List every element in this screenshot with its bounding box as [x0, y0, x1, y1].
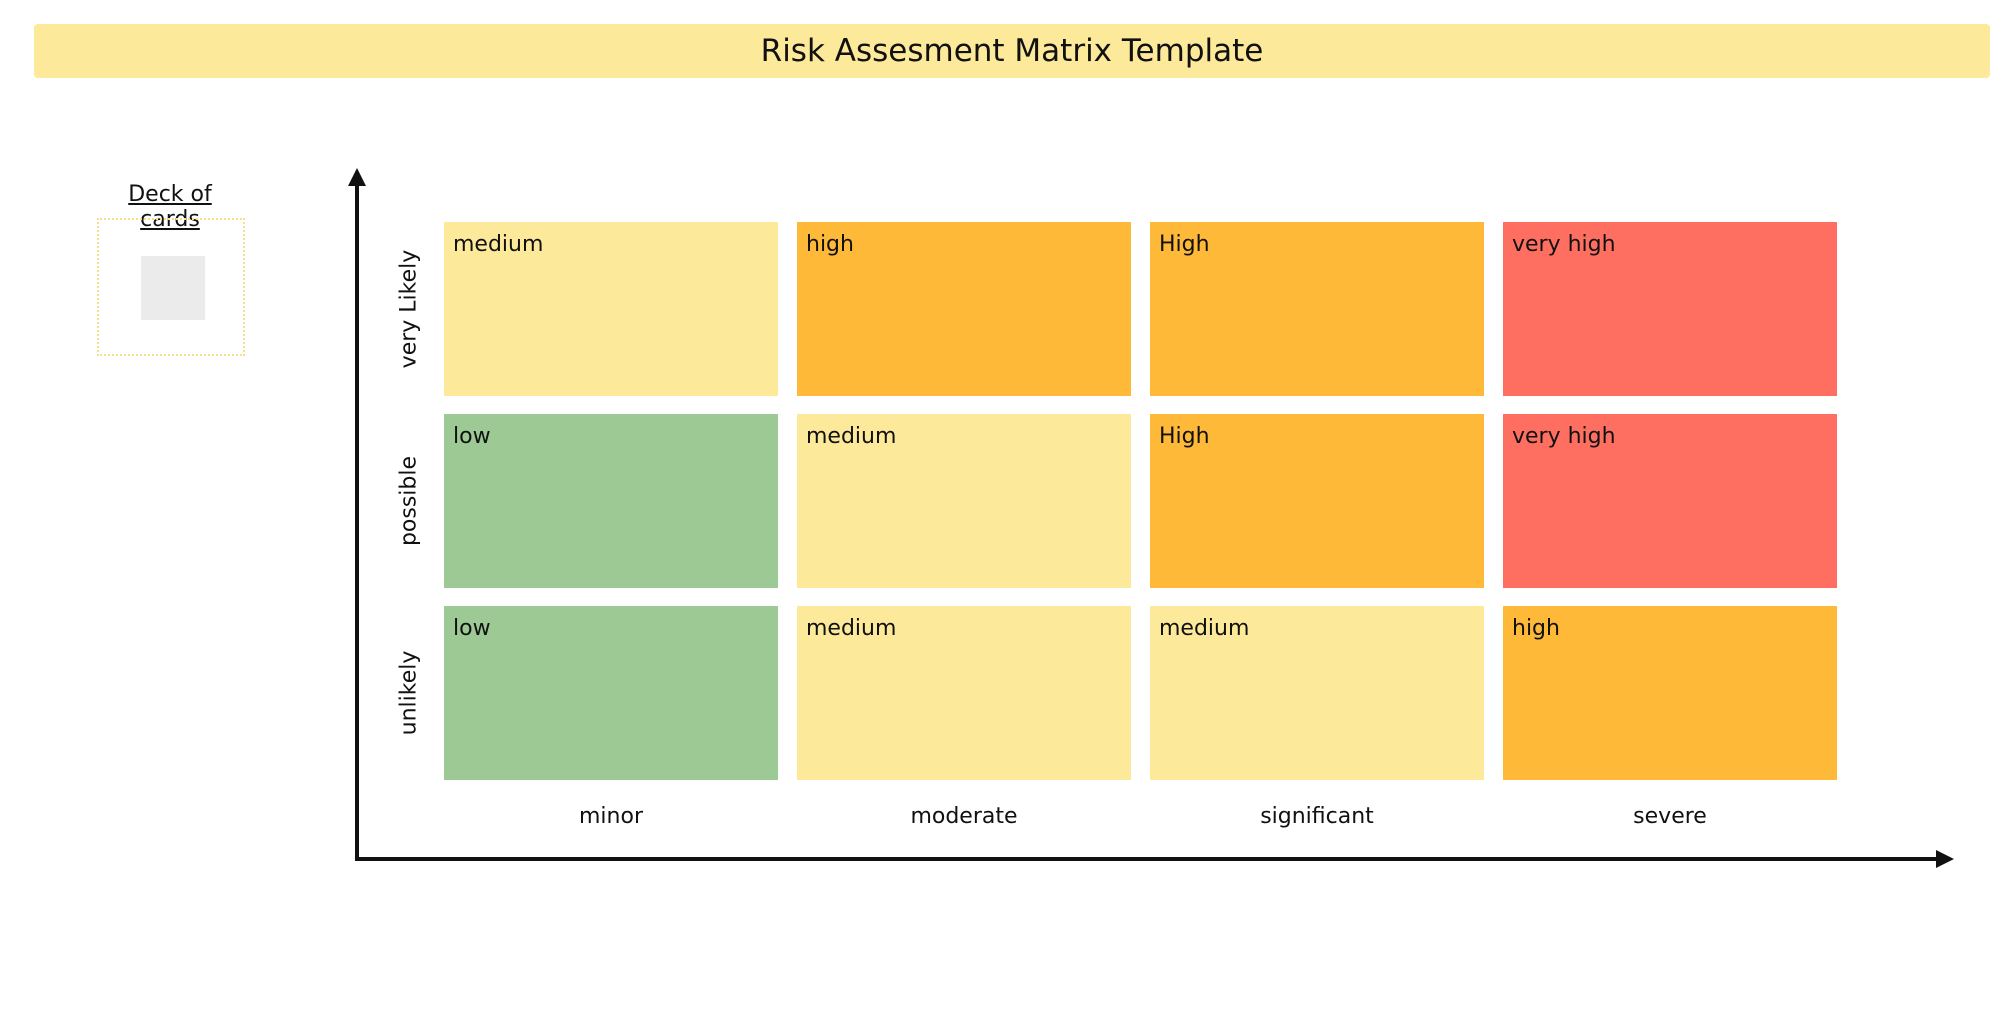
column-label: significant: [1260, 804, 1374, 829]
matrix-cell[interactable]: high: [1503, 606, 1837, 780]
matrix-cell[interactable]: low: [444, 414, 778, 588]
column-label: minor: [579, 804, 643, 829]
column-label: moderate: [910, 804, 1018, 829]
matrix-cell[interactable]: medium: [1150, 606, 1484, 780]
deck-of-cards-box[interactable]: [97, 218, 245, 356]
x-axis-arrowhead: [1936, 850, 1954, 868]
deck-of-cards-label[interactable]: Deck of cards: [128, 182, 212, 232]
row-label: unlikely: [396, 650, 421, 736]
matrix-cell[interactable]: High: [1150, 222, 1484, 396]
row-label: very Likely: [396, 249, 421, 369]
matrix-cell[interactable]: very high: [1503, 414, 1837, 588]
page-title: Risk Assesment Matrix Template: [34, 24, 1990, 78]
matrix-cell[interactable]: low: [444, 606, 778, 780]
card-placeholder[interactable]: [141, 256, 205, 320]
row-label: possible: [396, 455, 421, 547]
matrix-cell[interactable]: medium: [444, 222, 778, 396]
matrix-cell[interactable]: very high: [1503, 222, 1837, 396]
matrix-cell[interactable]: medium: [797, 606, 1131, 780]
column-label: severe: [1633, 804, 1707, 829]
matrix-cell[interactable]: High: [1150, 414, 1484, 588]
matrix-cell[interactable]: high: [797, 222, 1131, 396]
matrix-cell[interactable]: medium: [797, 414, 1131, 588]
y-axis-arrowhead: [348, 168, 366, 186]
